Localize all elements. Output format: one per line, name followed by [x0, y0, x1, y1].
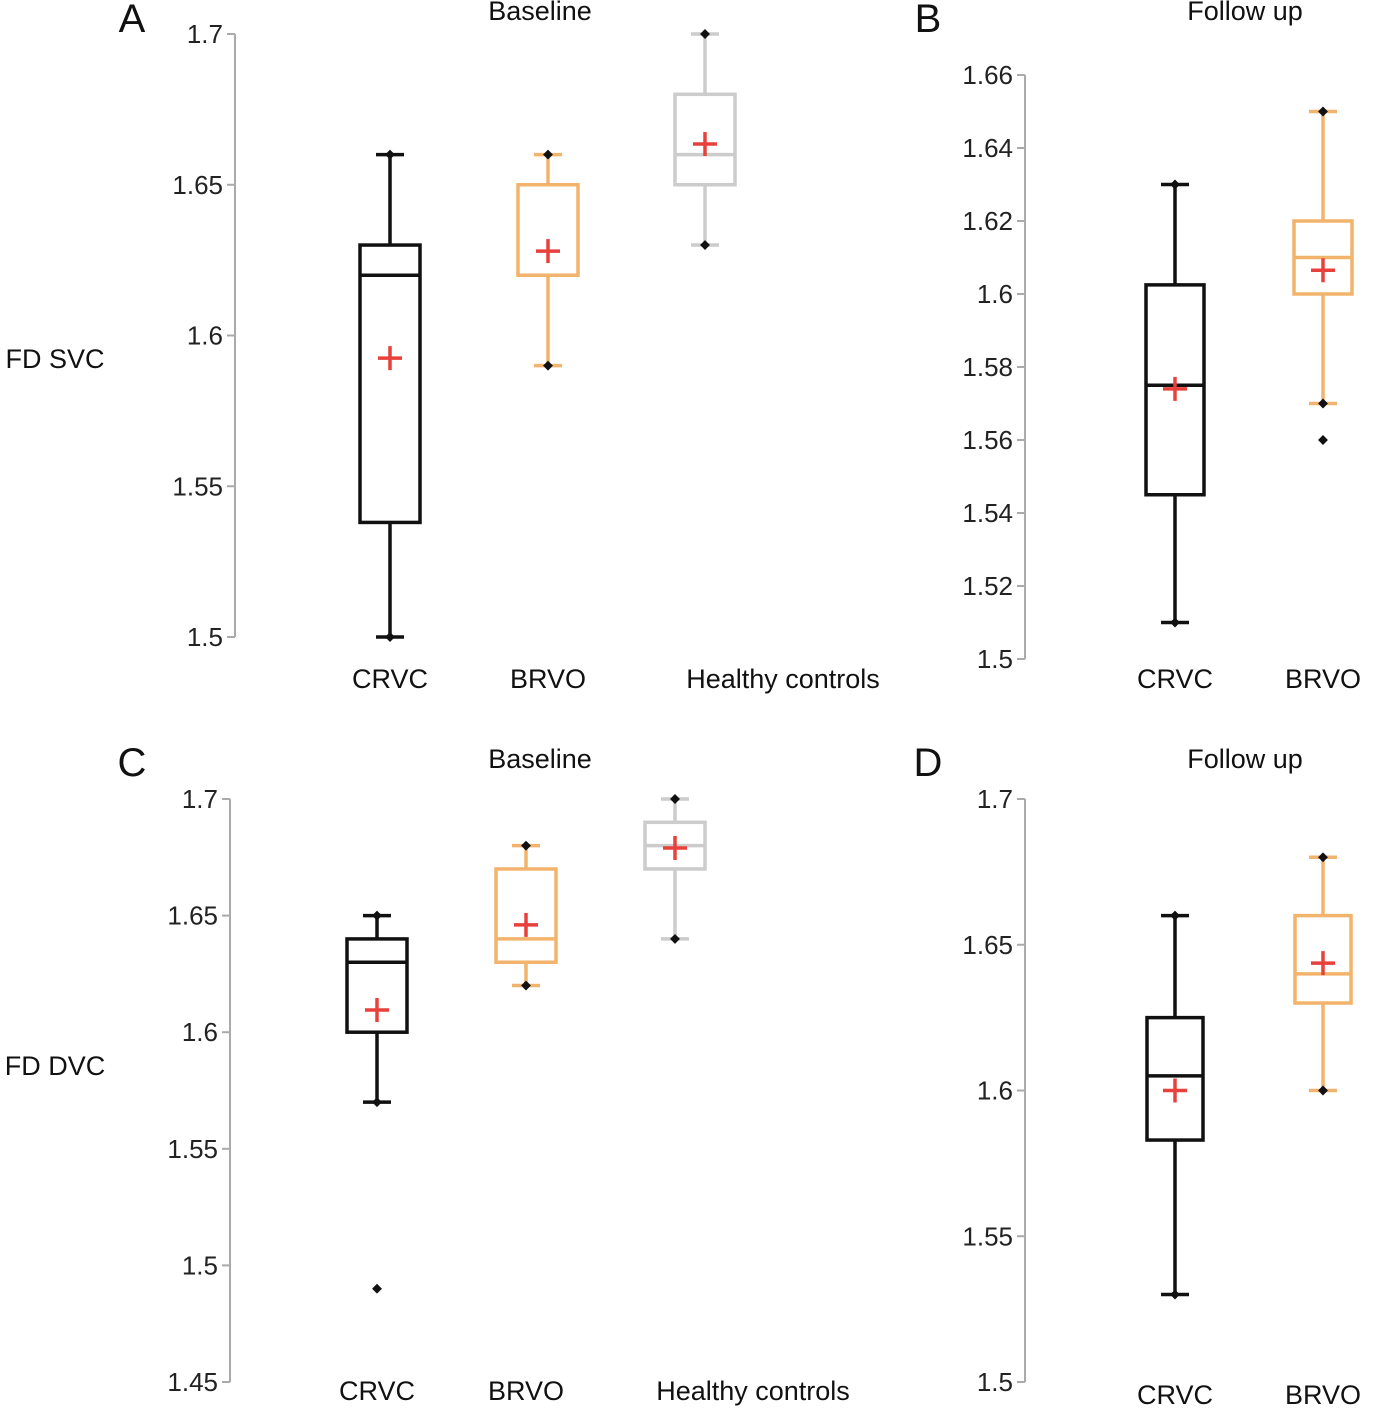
y-tick-label: 1.56: [962, 425, 1013, 455]
panel-A: A Baseline FD SVC 1.5 1.55 1.6 1.65 1.7 CRVC BRVO…: [5, 0, 879, 694]
panel-letter: C: [118, 741, 147, 785]
box-crvc: [345, 910, 409, 1294]
y-tick-label: 1.6: [977, 279, 1013, 309]
whisker-end-marker: [543, 149, 553, 160]
panel-C: C Baseline FD DVC 1.45 1.5 1.55 1.6 1.65 1.7 CRVC…: [5, 741, 850, 1406]
box-brvo: [516, 149, 580, 371]
box-iqr: [1293, 913, 1353, 1005]
box-crvc: [1144, 179, 1206, 628]
y-tick-label: 1.6: [187, 321, 223, 351]
y-tick-label: 1.58: [962, 352, 1013, 382]
box-brvo: [1292, 106, 1354, 445]
whisker-end-marker: [1170, 910, 1180, 921]
box-brvo: [494, 840, 558, 991]
y-tick-label: 1.64: [962, 133, 1013, 163]
panel-title: Baseline: [488, 744, 592, 774]
y-tick-label: 1.5: [977, 644, 1013, 674]
y-tick-label: 1.62: [962, 206, 1013, 236]
whisker-end-marker: [543, 360, 553, 371]
y-tick-label: 1.7: [977, 784, 1013, 814]
box-healthy-controls: [643, 794, 707, 944]
whisker-end-marker: [521, 840, 531, 851]
y-tick-label: 1.65: [167, 901, 218, 931]
y-tick-label: 1.5: [187, 622, 223, 652]
y-tick-label: 1.5: [977, 1367, 1013, 1397]
whisker-end-marker: [1170, 1289, 1180, 1300]
y-axis-label: FD DVC: [5, 1051, 106, 1081]
category-label: BRVO: [488, 1376, 564, 1406]
box-iqr: [345, 937, 409, 1034]
outlier-point: [1318, 435, 1328, 445]
panel-title: Follow up: [1187, 744, 1303, 774]
box-healthy-controls: [673, 29, 737, 250]
category-label: Healthy controls: [656, 1376, 850, 1406]
box-iqr: [358, 243, 422, 525]
outlier-point: [372, 1283, 382, 1294]
whisker-end-marker: [1170, 179, 1180, 190]
box-crvc: [1145, 910, 1205, 1300]
whisker-end-marker: [385, 632, 395, 642]
whisker-end-marker: [372, 1097, 382, 1108]
box-brvo: [1293, 852, 1353, 1096]
y-tick-label: 1.5: [182, 1250, 218, 1280]
box-iqr: [494, 867, 558, 964]
whisker-end-marker: [1318, 106, 1328, 117]
y-tick-label: 1.65: [172, 170, 223, 200]
y-tick-label: 1.6: [182, 1017, 218, 1047]
y-tick-label: 1.52: [962, 571, 1013, 601]
box-iqr: [673, 92, 737, 187]
whisker-end-marker: [521, 980, 531, 991]
whisker-end-marker: [1318, 398, 1328, 409]
panel-title: Follow up: [1187, 0, 1303, 26]
whisker-end-marker: [700, 29, 710, 39]
box-iqr: [1145, 1015, 1205, 1142]
whisker-end-marker: [700, 240, 710, 250]
box-iqr: [1144, 283, 1206, 497]
category-label: BRVO: [1285, 1380, 1361, 1408]
category-label: CRVC: [1137, 1380, 1213, 1408]
y-tick-label: 1.6: [977, 1076, 1013, 1106]
whisker-end-marker: [1318, 1085, 1328, 1096]
panel-title: Baseline: [488, 0, 592, 26]
y-tick-label: 1.55: [962, 1221, 1013, 1251]
y-axis-label: FD SVC: [5, 344, 104, 374]
panel-letter: B: [915, 0, 942, 41]
y-tick-label: 1.7: [187, 19, 223, 49]
whisker-end-marker: [385, 149, 395, 160]
category-label: BRVO: [510, 664, 586, 694]
category-label: Healthy controls: [686, 664, 880, 694]
panel-letter: A: [119, 0, 146, 41]
panel-letter: D: [914, 741, 943, 785]
y-tick-label: 1.55: [172, 471, 223, 501]
category-label: BRVO: [1285, 664, 1361, 694]
panel-B: B Follow up 1.5 1.52 1.54 1.56 1.58 1.6 1.62 1.64…: [915, 0, 1361, 694]
y-tick-label: 1.65: [962, 930, 1013, 960]
whisker-end-marker: [670, 794, 680, 804]
whisker-end-marker: [1170, 617, 1180, 628]
y-tick-label: 1.55: [167, 1134, 218, 1164]
whisker-end-marker: [670, 933, 680, 944]
y-tick-label: 1.66: [962, 60, 1013, 90]
y-tick-label: 1.54: [962, 498, 1013, 528]
y-tick-label: 1.7: [182, 784, 218, 814]
y-tick-label: 1.45: [167, 1367, 218, 1397]
category-label: CRVC: [1137, 664, 1213, 694]
whisker-end-marker: [1318, 852, 1328, 863]
panel-D: D Follow up 1.5 1.55 1.6 1.65 1.7 CRVC BRVO: [914, 741, 1361, 1408]
whisker-end-marker: [372, 910, 382, 921]
category-label: CRVC: [352, 664, 428, 694]
category-label: CRVC: [339, 1376, 415, 1406]
box-crvc: [358, 149, 422, 642]
